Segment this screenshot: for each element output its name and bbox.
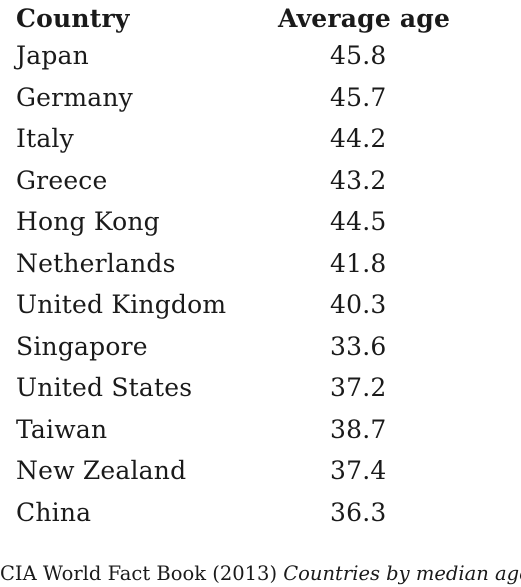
table-row: Netherlands 41.8 [16, 243, 498, 285]
table-row: Greece 43.2 [16, 160, 498, 202]
age-cell: 37.4 [330, 456, 387, 486]
source-title: Countries by median age [283, 562, 521, 585]
age-cell: 45.7 [330, 82, 387, 112]
age-cell: 37.2 [330, 373, 387, 403]
source-text: CIA World Fact Book (2013) [0, 562, 284, 585]
country-cell: New Zealand [16, 456, 187, 486]
age-cell: 40.3 [330, 290, 387, 320]
table-row: Italy 44.2 [16, 118, 498, 160]
table-row: New Zealand 37.4 [16, 450, 498, 492]
age-cell: 45.8 [330, 41, 387, 71]
age-cell: 44.2 [330, 124, 387, 154]
country-cell: Singapore [16, 331, 148, 361]
table-body: Japan 45.8 Germany 45.7 Italy 44.2 Greec… [16, 35, 498, 533]
country-cell: China [16, 497, 92, 527]
country-cell: United Kingdom [16, 290, 227, 320]
age-cell: 36.3 [330, 497, 387, 527]
country-cell: Taiwan [16, 414, 108, 444]
average-age-column-header: Average age [278, 4, 451, 33]
table-row: United Kingdom 40.3 [16, 284, 498, 326]
table-row: United States 37.2 [16, 367, 498, 409]
country-cell: Hong Kong [16, 207, 160, 237]
age-cell: 38.7 [330, 414, 387, 444]
age-cell: 33.6 [330, 331, 387, 361]
average-age-table: Country Average age Japan 45.8 Germany 4… [16, 2, 498, 533]
age-cell: 44.5 [330, 207, 387, 237]
table-row: Japan 45.8 [16, 35, 498, 77]
table-row: Singapore 33.6 [16, 326, 498, 368]
table-row: Germany 45.7 [16, 77, 498, 119]
country-cell: Greece [16, 165, 108, 195]
age-cell: 43.2 [330, 165, 387, 195]
country-cell: Netherlands [16, 248, 176, 278]
country-cell: Japan [16, 41, 89, 71]
country-cell: United States [16, 373, 193, 403]
country-cell: Italy [16, 124, 74, 154]
country-column-header: Country [16, 4, 130, 33]
table-row: Taiwan 38.7 [16, 409, 498, 451]
table-row: Hong Kong 44.5 [16, 201, 498, 243]
table-row: China 36.3 [16, 492, 498, 534]
source-citation: CIA World Fact Book (2013) Countries by … [0, 562, 521, 585]
country-cell: Germany [16, 82, 133, 112]
table-header-row: Country Average age [16, 2, 498, 35]
average-age-table-container: Country Average age Japan 45.8 Germany 4… [16, 2, 506, 533]
age-cell: 41.8 [330, 248, 387, 278]
